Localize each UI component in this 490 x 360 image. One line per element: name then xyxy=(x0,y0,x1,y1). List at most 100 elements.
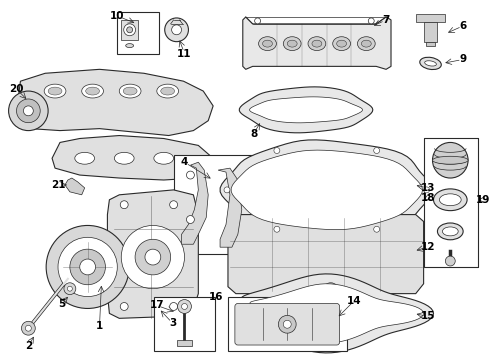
Text: 21: 21 xyxy=(51,180,65,190)
Ellipse shape xyxy=(263,40,272,47)
Circle shape xyxy=(255,18,261,24)
Ellipse shape xyxy=(357,37,375,50)
Ellipse shape xyxy=(86,87,99,95)
Circle shape xyxy=(172,25,181,35)
Text: 5: 5 xyxy=(58,298,66,309)
Text: 2: 2 xyxy=(24,341,32,351)
Polygon shape xyxy=(243,17,391,69)
Ellipse shape xyxy=(123,87,137,95)
Circle shape xyxy=(121,225,185,289)
Ellipse shape xyxy=(440,194,461,206)
Polygon shape xyxy=(218,168,242,247)
Ellipse shape xyxy=(119,84,141,98)
Text: 10: 10 xyxy=(110,11,124,21)
Text: 19: 19 xyxy=(476,195,490,205)
Circle shape xyxy=(80,259,96,275)
Circle shape xyxy=(374,148,380,153)
Circle shape xyxy=(274,148,280,153)
Text: 12: 12 xyxy=(420,242,435,252)
Circle shape xyxy=(70,249,105,285)
Circle shape xyxy=(323,283,339,298)
Circle shape xyxy=(177,300,192,314)
Circle shape xyxy=(120,302,128,310)
Ellipse shape xyxy=(161,87,174,95)
Text: 1: 1 xyxy=(96,321,103,331)
FancyBboxPatch shape xyxy=(235,303,340,345)
Ellipse shape xyxy=(48,87,62,95)
Ellipse shape xyxy=(438,223,463,240)
Ellipse shape xyxy=(433,156,468,164)
Ellipse shape xyxy=(82,84,103,98)
Polygon shape xyxy=(181,162,208,244)
Ellipse shape xyxy=(308,37,326,50)
Circle shape xyxy=(278,315,296,333)
Circle shape xyxy=(9,91,48,131)
Ellipse shape xyxy=(442,227,458,236)
Text: 6: 6 xyxy=(460,21,467,31)
Polygon shape xyxy=(16,69,213,135)
Bar xyxy=(176,340,193,346)
Polygon shape xyxy=(249,97,363,123)
Text: 18: 18 xyxy=(420,193,435,203)
Ellipse shape xyxy=(287,40,297,47)
Circle shape xyxy=(58,237,117,297)
Ellipse shape xyxy=(283,37,301,50)
Polygon shape xyxy=(220,140,434,240)
Bar xyxy=(117,12,159,54)
Text: 15: 15 xyxy=(420,311,435,321)
Circle shape xyxy=(181,303,188,310)
Polygon shape xyxy=(228,215,424,294)
Bar xyxy=(228,297,346,351)
Circle shape xyxy=(424,187,430,193)
Circle shape xyxy=(165,18,189,42)
Circle shape xyxy=(283,320,291,328)
Ellipse shape xyxy=(337,40,346,47)
Circle shape xyxy=(123,24,136,36)
Circle shape xyxy=(127,27,133,33)
Ellipse shape xyxy=(126,44,134,48)
Text: 11: 11 xyxy=(177,49,192,59)
Circle shape xyxy=(274,226,280,232)
Bar xyxy=(154,297,215,351)
Circle shape xyxy=(25,325,31,331)
Polygon shape xyxy=(52,135,213,180)
Text: 17: 17 xyxy=(149,301,164,310)
Ellipse shape xyxy=(154,152,173,164)
Circle shape xyxy=(445,256,455,266)
Bar xyxy=(426,42,436,46)
Text: 8: 8 xyxy=(250,129,257,139)
Circle shape xyxy=(22,321,35,335)
Text: 16: 16 xyxy=(209,292,223,302)
Circle shape xyxy=(224,187,230,193)
Ellipse shape xyxy=(420,57,441,69)
Text: 14: 14 xyxy=(347,296,362,306)
Ellipse shape xyxy=(259,37,276,50)
Polygon shape xyxy=(241,274,434,353)
Ellipse shape xyxy=(333,37,350,50)
Text: 4: 4 xyxy=(181,157,188,167)
Polygon shape xyxy=(239,87,373,133)
Ellipse shape xyxy=(425,61,437,66)
Ellipse shape xyxy=(434,189,467,211)
Circle shape xyxy=(17,99,40,123)
Bar xyxy=(424,22,438,42)
Circle shape xyxy=(24,106,33,116)
Ellipse shape xyxy=(114,152,134,164)
Circle shape xyxy=(374,226,380,232)
Text: 3: 3 xyxy=(169,318,176,328)
Ellipse shape xyxy=(157,84,178,98)
Bar xyxy=(416,14,445,22)
Ellipse shape xyxy=(75,152,95,164)
Polygon shape xyxy=(107,190,198,318)
Circle shape xyxy=(187,216,195,224)
Circle shape xyxy=(187,171,195,179)
Circle shape xyxy=(64,283,76,294)
Text: 7: 7 xyxy=(382,15,390,25)
Ellipse shape xyxy=(361,40,371,47)
Circle shape xyxy=(68,286,73,291)
Circle shape xyxy=(120,201,128,209)
Polygon shape xyxy=(231,150,422,230)
Text: 20: 20 xyxy=(9,84,24,94)
Text: 13: 13 xyxy=(420,183,435,193)
Ellipse shape xyxy=(44,84,66,98)
